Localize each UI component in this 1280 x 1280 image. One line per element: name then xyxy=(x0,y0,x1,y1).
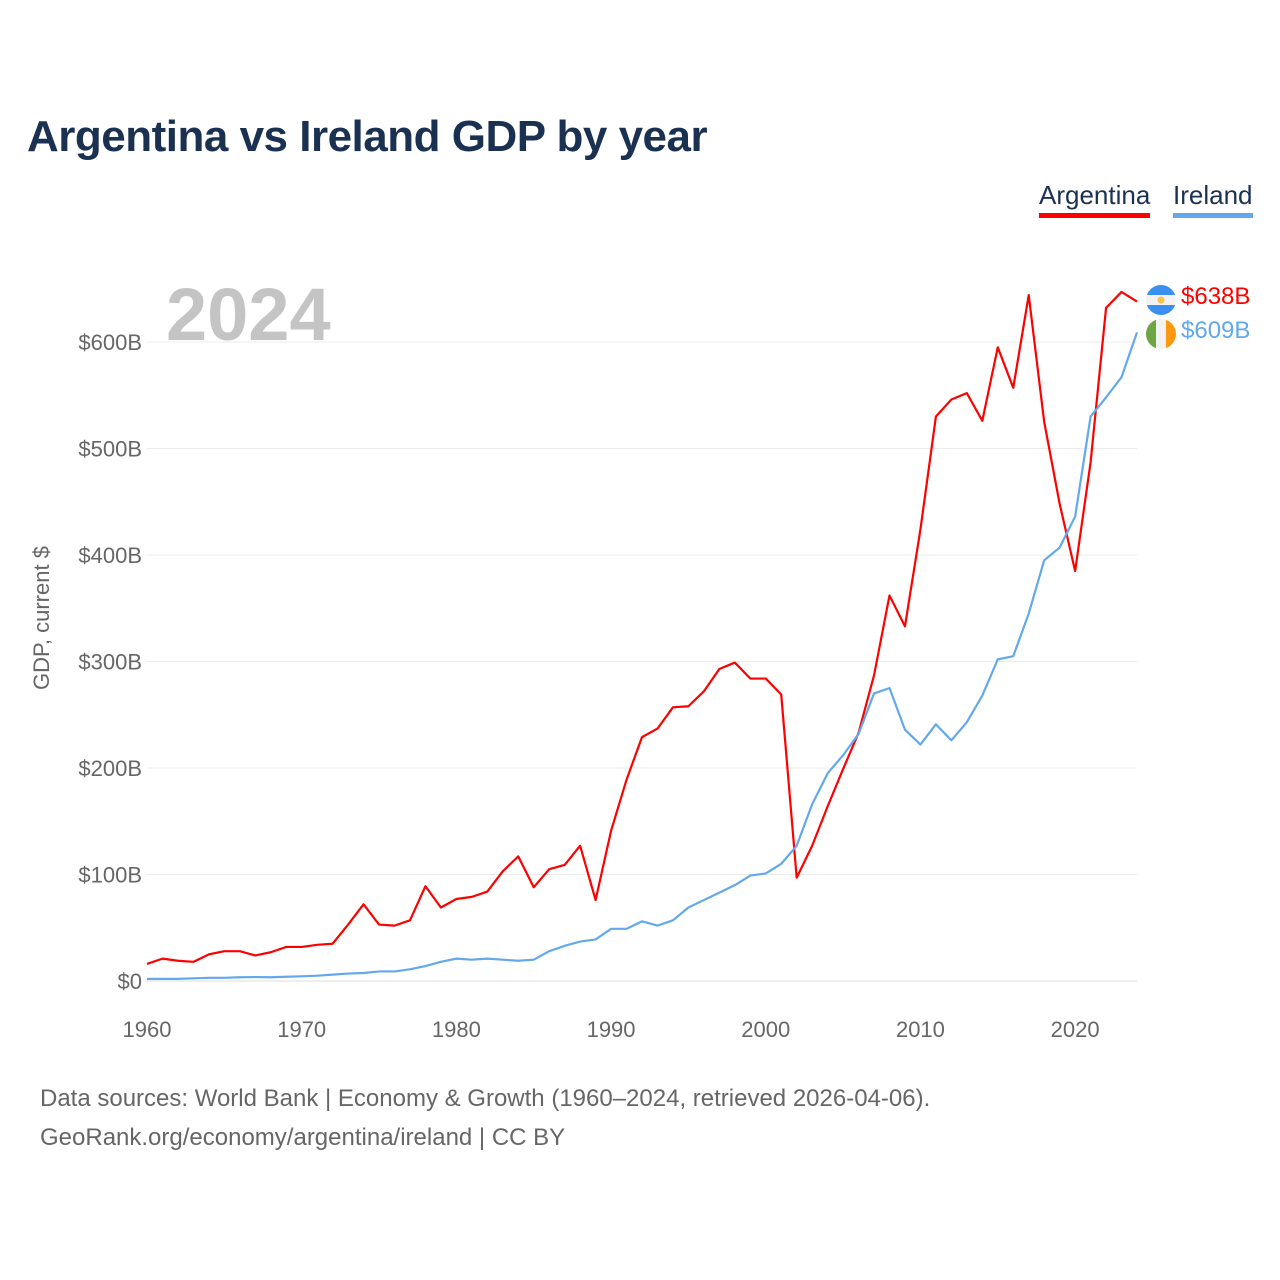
x-tick-label: 1990 xyxy=(587,1017,636,1042)
ireland-flag-icon xyxy=(1146,319,1176,349)
x-tick-label: 1970 xyxy=(277,1017,326,1042)
y-tick-label: $200B xyxy=(78,756,142,781)
chart-title: Argentina vs Ireland GDP by year xyxy=(27,112,708,161)
series-line-ireland xyxy=(147,332,1139,980)
series-line-argentina xyxy=(146,290,1138,966)
y-tick-label: $100B xyxy=(78,863,142,888)
y-tick-label: $300B xyxy=(78,650,142,675)
x-tick-label: 2010 xyxy=(896,1017,945,1042)
source-link[interactable]: GeoRank.org/economy/argentina/ireland | … xyxy=(40,1124,566,1151)
legend-item-ireland[interactable]: Ireland xyxy=(1173,180,1253,218)
y-tick-label: $600B xyxy=(78,330,142,355)
x-tick-label: 1980 xyxy=(432,1017,481,1042)
ireland-end-value: $609B xyxy=(1181,317,1251,344)
x-tick-label: 1960 xyxy=(123,1017,172,1042)
argentina-flag-icon xyxy=(1146,285,1176,315)
x-tick-label: 2020 xyxy=(1051,1017,1100,1042)
source-note: Data sources: World Bank | Economy & Gro… xyxy=(40,1085,931,1112)
y-tick-label: $500B xyxy=(78,437,142,462)
y-tick-label: $0 xyxy=(118,969,142,994)
y-tick-label: $400B xyxy=(78,543,142,568)
argentina-end-value: $638B xyxy=(1181,283,1251,310)
x-tick-label: 2000 xyxy=(741,1017,790,1042)
legend-item-argentina[interactable]: Argentina xyxy=(1039,180,1151,218)
